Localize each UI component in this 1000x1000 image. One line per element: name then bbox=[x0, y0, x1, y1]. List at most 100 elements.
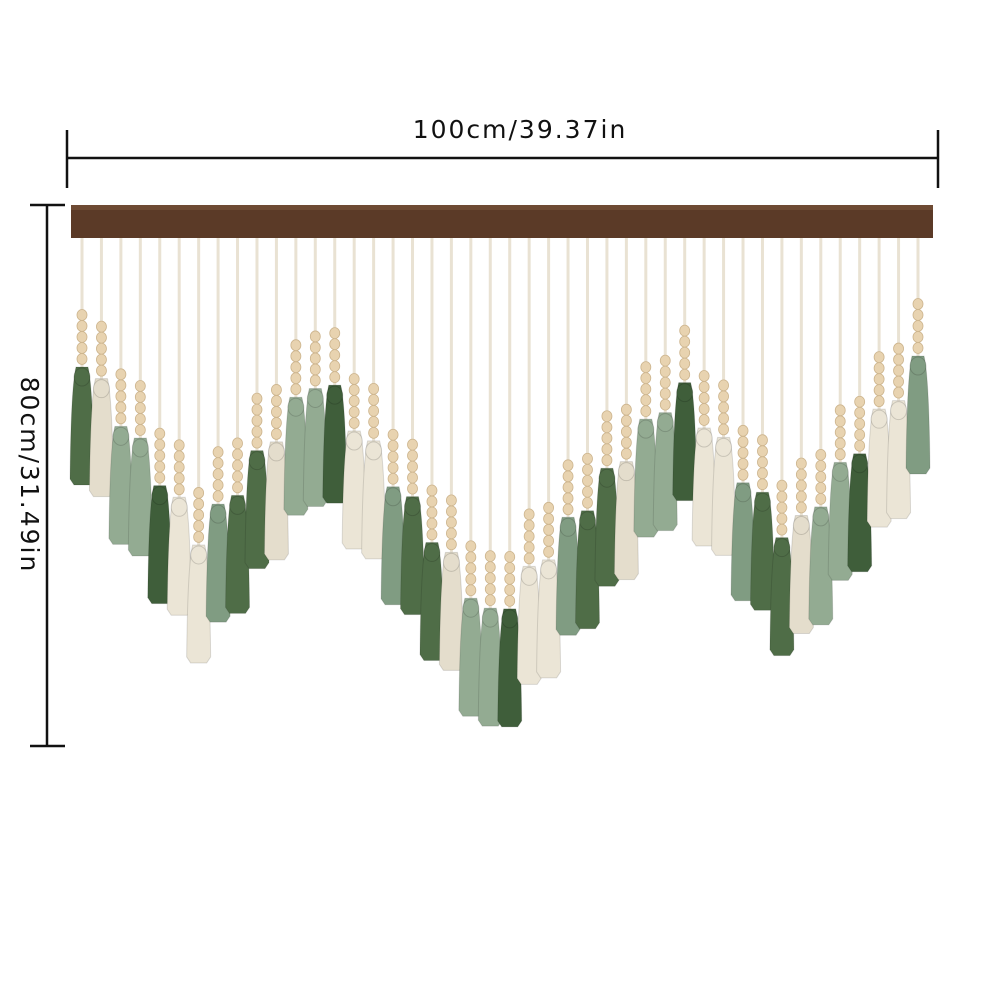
bead bbox=[115, 412, 127, 425]
bead bbox=[620, 425, 632, 438]
bead bbox=[679, 368, 691, 381]
bead bbox=[834, 415, 846, 428]
bead bbox=[193, 487, 205, 499]
tassel-knot bbox=[326, 385, 344, 405]
bead bbox=[795, 468, 807, 481]
bead bbox=[757, 456, 768, 469]
bead bbox=[815, 460, 827, 472]
tassel-knot bbox=[637, 419, 655, 439]
tassel-knot bbox=[715, 437, 733, 457]
bead bbox=[815, 482, 827, 494]
tassel-knot bbox=[851, 454, 869, 474]
tassel bbox=[536, 559, 562, 679]
bead bbox=[854, 406, 866, 419]
bead bbox=[271, 395, 282, 407]
bead bbox=[679, 357, 691, 370]
tassel-knot bbox=[870, 409, 888, 429]
tassel-knot bbox=[442, 552, 460, 572]
bead bbox=[795, 501, 807, 514]
wood-rod-highlight bbox=[71, 205, 933, 210]
bead bbox=[271, 384, 282, 396]
bead bbox=[873, 362, 885, 375]
tassel bbox=[711, 436, 737, 556]
bead bbox=[776, 523, 788, 536]
tassel bbox=[769, 537, 795, 657]
tassel bbox=[808, 506, 834, 626]
bead bbox=[757, 434, 768, 447]
tassel-knot bbox=[501, 609, 519, 629]
tassel-knot bbox=[73, 367, 91, 387]
bead bbox=[834, 404, 846, 417]
height-label: 80cm/31.49in bbox=[15, 377, 44, 574]
bead bbox=[309, 352, 321, 365]
bead bbox=[543, 512, 555, 525]
bead bbox=[620, 436, 632, 449]
bead bbox=[718, 401, 729, 414]
tassel-knot bbox=[151, 486, 169, 506]
bead bbox=[543, 534, 555, 547]
bead bbox=[698, 381, 710, 393]
tassel bbox=[127, 437, 153, 557]
bead bbox=[484, 594, 496, 606]
tassel bbox=[613, 461, 639, 581]
tassel bbox=[555, 516, 581, 636]
bead bbox=[309, 330, 321, 343]
bead bbox=[504, 572, 516, 585]
bead bbox=[154, 471, 166, 484]
bead bbox=[407, 482, 418, 495]
bead bbox=[912, 309, 924, 321]
bead bbox=[659, 376, 671, 389]
bead bbox=[426, 528, 438, 541]
bead bbox=[562, 459, 574, 472]
tassel-knot bbox=[287, 397, 305, 417]
bead bbox=[173, 450, 185, 463]
bead bbox=[873, 384, 885, 397]
tassel bbox=[166, 496, 192, 616]
tassel bbox=[516, 565, 542, 685]
bead bbox=[445, 516, 457, 529]
bead bbox=[445, 538, 457, 551]
bead bbox=[504, 561, 516, 574]
tassel bbox=[244, 450, 270, 570]
bead bbox=[115, 379, 127, 392]
bead bbox=[309, 341, 321, 354]
tassel bbox=[788, 514, 814, 634]
bead bbox=[368, 426, 380, 439]
tassel bbox=[88, 378, 114, 498]
bead bbox=[251, 392, 263, 405]
bead bbox=[348, 417, 360, 429]
bead bbox=[679, 346, 691, 359]
bead bbox=[834, 437, 846, 450]
tassel-knot bbox=[170, 497, 188, 517]
tassel bbox=[652, 412, 678, 532]
tassel-knot bbox=[306, 388, 324, 408]
tassel bbox=[438, 551, 464, 671]
bead bbox=[212, 446, 224, 459]
bead bbox=[232, 448, 243, 461]
bead bbox=[912, 298, 924, 310]
tassel bbox=[205, 503, 231, 623]
bead bbox=[134, 391, 146, 403]
bead bbox=[679, 324, 691, 337]
bead bbox=[659, 387, 671, 400]
bead bbox=[504, 583, 516, 596]
bead bbox=[465, 562, 477, 575]
tassel bbox=[283, 396, 309, 516]
bead bbox=[212, 468, 224, 481]
bead bbox=[368, 404, 380, 417]
bead bbox=[465, 551, 477, 564]
tassel-knot bbox=[462, 598, 480, 618]
bead bbox=[348, 384, 360, 396]
bead bbox=[387, 461, 399, 474]
tassel-knot bbox=[248, 451, 266, 471]
bead bbox=[387, 439, 399, 452]
bead bbox=[718, 379, 729, 392]
bead bbox=[465, 573, 477, 586]
tassel-knot bbox=[578, 511, 596, 531]
bead bbox=[893, 386, 904, 399]
bead bbox=[640, 394, 652, 407]
tassel-knot bbox=[190, 545, 208, 565]
tassel bbox=[302, 387, 328, 507]
bead bbox=[912, 331, 924, 343]
bead bbox=[329, 338, 341, 351]
